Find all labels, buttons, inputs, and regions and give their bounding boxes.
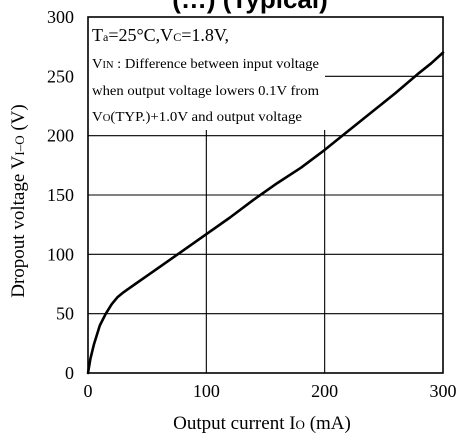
x-axis-label: Output current IO (mA) bbox=[173, 413, 351, 434]
x-tick-label: 100 bbox=[193, 381, 220, 401]
y-tick-label: 0 bbox=[65, 363, 74, 383]
x-tick-label: 200 bbox=[311, 381, 338, 401]
chart-title: (…) (Typical) bbox=[172, 0, 328, 14]
x-tick-label: 300 bbox=[430, 381, 457, 401]
plot-frame bbox=[87, 16, 444, 374]
y-tick-label: 150 bbox=[47, 185, 74, 205]
tick-labels: 0 100 200 300 0 50 100 150 200 250 300 bbox=[47, 7, 457, 401]
annotation-line-2: VIN : Difference between input voltage bbox=[92, 57, 319, 72]
dropout-voltage-curve bbox=[86, 51, 445, 375]
annotation-line-4: VO(TYP.)+1.0V and output voltage bbox=[92, 110, 302, 125]
y-tick-label: 50 bbox=[56, 304, 74, 324]
y-tick-label: 100 bbox=[47, 244, 74, 264]
x-tick-label: 0 bbox=[84, 381, 93, 401]
y-axis-label: Dropout voltage VI–O (V) bbox=[8, 104, 29, 298]
y-tick-label: 250 bbox=[47, 66, 74, 86]
grid bbox=[88, 75, 443, 373]
annotation-line-1: Ta=25°C,VC=1.8V, bbox=[92, 25, 229, 45]
annotation-line-3: when output voltage lowers 0.1V from bbox=[92, 84, 319, 99]
y-tick-label: 200 bbox=[47, 126, 74, 146]
y-tick-label: 300 bbox=[47, 7, 74, 27]
condition-annotation: Ta=25°C,VC=1.8V, VIN : Difference betwee… bbox=[92, 25, 319, 125]
